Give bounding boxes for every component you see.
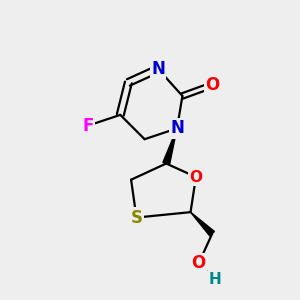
Text: F: F [82,117,94,135]
Text: H: H [208,272,221,287]
Text: N: N [151,60,165,78]
Text: N: N [170,119,184,137]
Polygon shape [190,212,214,236]
Text: O: O [189,169,203,184]
Polygon shape [163,128,177,164]
Text: S: S [130,208,142,226]
Text: O: O [191,254,206,272]
Text: O: O [205,76,219,94]
